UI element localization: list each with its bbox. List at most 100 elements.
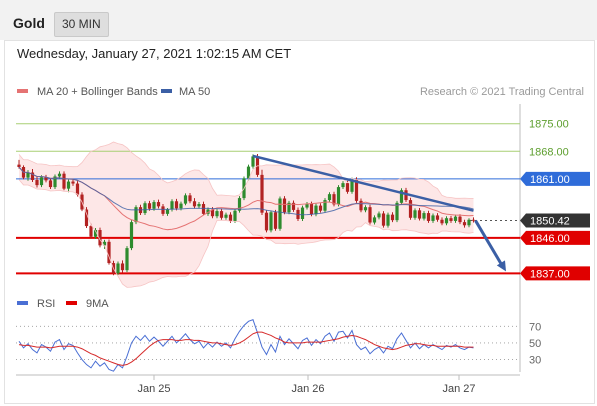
price-label-1861.00: 1861.00 [530, 174, 570, 186]
candle-body [431, 215, 435, 221]
ma50-legend-label: MA 50 [179, 86, 210, 98]
rsi-ma-line [18, 331, 474, 366]
rsi-legend-label: RSI [37, 298, 55, 310]
candle-body [89, 226, 93, 237]
price-label-1837.00: 1837.00 [530, 268, 570, 280]
candle-body [372, 217, 377, 223]
candle-body [359, 200, 363, 211]
candle-body [426, 213, 431, 221]
candle-body [399, 190, 404, 203]
candle-body [395, 202, 399, 221]
candle-body [318, 205, 323, 211]
candle-body [467, 219, 471, 226]
candle-body [48, 180, 53, 188]
candle-body [170, 201, 174, 210]
candle-body [449, 218, 453, 221]
price-tag-1837.00 [520, 266, 590, 281]
candle-body [98, 230, 102, 246]
candle-body [62, 173, 66, 189]
candle-body [291, 202, 296, 210]
candle-body [422, 213, 426, 219]
price-label-1868.00: 1868.00 [529, 146, 569, 158]
candle-body [413, 210, 417, 218]
candle-body [408, 200, 413, 218]
price-label-1846.00: 1846.00 [530, 233, 570, 245]
instrument-title: Gold [13, 15, 45, 31]
candle-body [471, 219, 476, 221]
candle-body [332, 194, 336, 205]
rsi-legend-swatch [17, 301, 28, 305]
candle-body [444, 218, 449, 224]
candle-body [161, 206, 165, 214]
candle-body [66, 181, 71, 189]
rsi-tick-label: 70 [529, 321, 541, 333]
candle-body [260, 174, 264, 213]
candle-body [354, 179, 359, 201]
candle-body [350, 179, 354, 192]
resistance-trendline [252, 154, 474, 212]
candle-body [323, 200, 327, 211]
candle-body [183, 195, 188, 204]
candle-body [39, 177, 44, 186]
candle-body [53, 176, 57, 188]
candle-body [120, 263, 125, 271]
candle-body [75, 183, 80, 195]
candle-body [287, 202, 291, 213]
price-tag-1846.00 [520, 230, 590, 245]
credit-label: Research © 2021 Trading Central [420, 86, 584, 98]
candle-body [251, 156, 255, 167]
candle-body [305, 204, 309, 208]
ma20-legend-swatch [17, 89, 28, 93]
rsi-tick-label: 50 [529, 338, 541, 350]
candle-body [390, 214, 395, 221]
candle-body [282, 198, 287, 213]
candle-body [345, 183, 350, 192]
forecast-arrow-shaft [474, 219, 504, 267]
candle-body [219, 211, 224, 218]
candle-body [116, 263, 120, 274]
candle-body [197, 204, 201, 207]
candle-body [246, 166, 251, 179]
timeframe-badge[interactable]: 30 MIN [54, 12, 109, 37]
candle-body [102, 241, 107, 246]
bollinger-lower-line [18, 179, 474, 288]
candle-body [107, 241, 111, 264]
rsi-line [18, 319, 474, 372]
bollinger-upper-line [18, 141, 474, 199]
candle-body [381, 213, 386, 226]
x-tick-label: Jan 26 [291, 383, 324, 395]
candle-body [327, 194, 332, 201]
candle-body [341, 183, 345, 188]
candle-body [57, 173, 62, 177]
ma50-legend-swatch [161, 89, 172, 93]
x-tick-label: Jan 27 [442, 383, 475, 395]
candle-body [201, 204, 206, 214]
candle-body [17, 164, 21, 167]
candle-body [417, 210, 422, 219]
candle-body [152, 202, 156, 209]
candle-body [300, 207, 305, 219]
candle-body [228, 214, 233, 221]
candle-body [147, 203, 152, 209]
candle-body [237, 198, 242, 211]
candle-body [386, 214, 390, 226]
candle-body [210, 209, 215, 217]
candle-body [192, 201, 197, 207]
candle-body [233, 210, 237, 221]
candle-body [188, 195, 192, 202]
candle-body [165, 209, 170, 214]
candle-body [368, 207, 372, 223]
candle-body [134, 207, 138, 223]
candle-body [435, 215, 440, 220]
ma9-legend-label: 9MA [86, 298, 109, 310]
candle-body [453, 216, 458, 221]
candle-body [336, 187, 341, 205]
candle-body [273, 212, 278, 229]
candle-body [143, 203, 147, 214]
candle-body [309, 204, 314, 215]
price-tag-1850.42 [520, 213, 590, 228]
chart-datetime: Wednesday, January 27, 2021 1:02:15 AM C… [17, 46, 292, 61]
candle-body [269, 212, 273, 231]
candle-body [458, 216, 462, 223]
price-tag-1861.00 [520, 171, 590, 186]
